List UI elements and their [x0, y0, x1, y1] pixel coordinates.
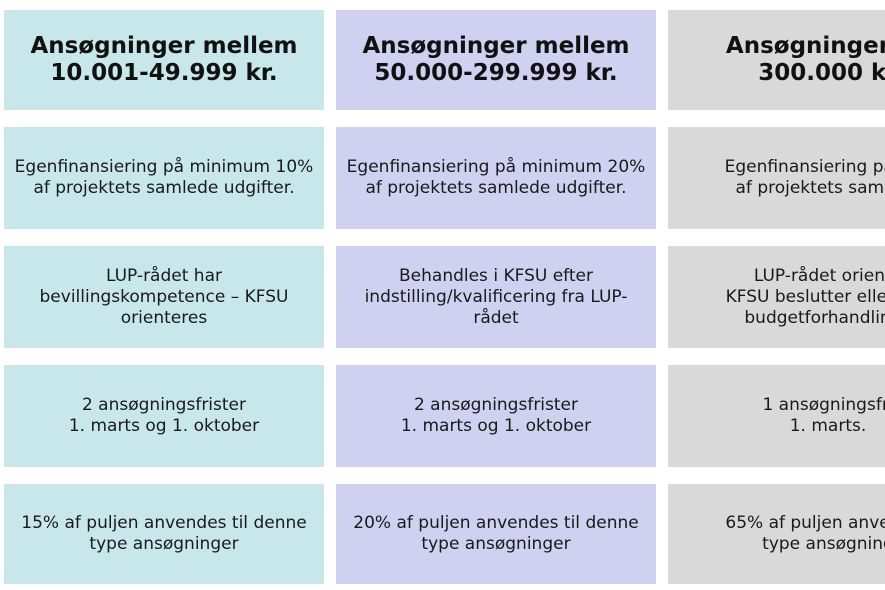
- column-header-text: Ansøgninger på 300.000 kr: [725, 33, 885, 86]
- approval-cell: LUP-rådet oriente KFSU beslutter eller o…: [668, 246, 885, 348]
- deadlines-text: 2 ansøgningsfrister 1. marts og 1. oktob…: [68, 395, 260, 436]
- approval-text: LUP-rådet oriente KFSU beslutter eller o…: [725, 265, 885, 328]
- self-financing-cell: Egenfinansiering på minimum 10% af proje…: [4, 127, 324, 229]
- column-50000-299999: Ansøgninger mellem 50.000-299.999 kr. Eg…: [336, 0, 656, 590]
- deadlines-text: 2 ansøgningsfrister 1. marts og 1. oktob…: [400, 395, 592, 436]
- column-header-text: Ansøgninger mellem 10.001-49.999 kr.: [30, 33, 298, 86]
- deadlines-text: 1 ansøgningsfri 1. marts.: [762, 395, 885, 436]
- self-financing-text: Egenfinansiering på minimum 20% af proje…: [346, 157, 646, 198]
- approval-text: LUP-rådet har bevillingskompetence – KFS…: [39, 265, 289, 328]
- column-header: Ansøgninger mellem 50.000-299.999 kr.: [336, 10, 656, 110]
- pool-share-text: 20% af puljen anvendes til denne type an…: [353, 513, 639, 554]
- column-10001-49999: Ansøgninger mellem 10.001-49.999 kr. Ege…: [4, 0, 324, 590]
- column-header: Ansøgninger på 300.000 kr: [668, 10, 885, 110]
- deadlines-cell: 2 ansøgningsfrister 1. marts og 1. oktob…: [4, 365, 324, 467]
- self-financing-cell: Egenfinansiering på minimum 20% af proje…: [336, 127, 656, 229]
- self-financing-text: Egenfinansiering på min af projektets sa…: [724, 157, 885, 198]
- column-header: Ansøgninger mellem 10.001-49.999 kr.: [4, 10, 324, 110]
- deadlines-cell: 2 ansøgningsfrister 1. marts og 1. oktob…: [336, 365, 656, 467]
- pool-share-text: 15% af puljen anvendes til denne type an…: [21, 513, 307, 554]
- pool-share-cell: 20% af puljen anvendes til denne type an…: [336, 484, 656, 584]
- deadlines-cell: 1 ansøgningsfri 1. marts.: [668, 365, 885, 467]
- column-300000-plus: Ansøgninger på 300.000 kr Egenfinansieri…: [668, 0, 885, 590]
- self-financing-text: Egenfinansiering på minimum 10% af proje…: [14, 157, 314, 198]
- pool-share-cell: 65% af puljen anvendes type ansøgning: [668, 484, 885, 584]
- approval-cell: Behandles i KFSU efter indstilling/kvali…: [336, 246, 656, 348]
- pool-share-text: 65% af puljen anvendes type ansøgning: [725, 513, 885, 554]
- column-header-text: Ansøgninger mellem 50.000-299.999 kr.: [362, 33, 630, 86]
- self-financing-cell: Egenfinansiering på min af projektets sa…: [668, 127, 885, 229]
- approval-text: Behandles i KFSU efter indstilling/kvali…: [364, 265, 628, 328]
- approval-cell: LUP-rådet har bevillingskompetence – KFS…: [4, 246, 324, 348]
- pool-share-cell: 15% af puljen anvendes til denne type an…: [4, 484, 324, 584]
